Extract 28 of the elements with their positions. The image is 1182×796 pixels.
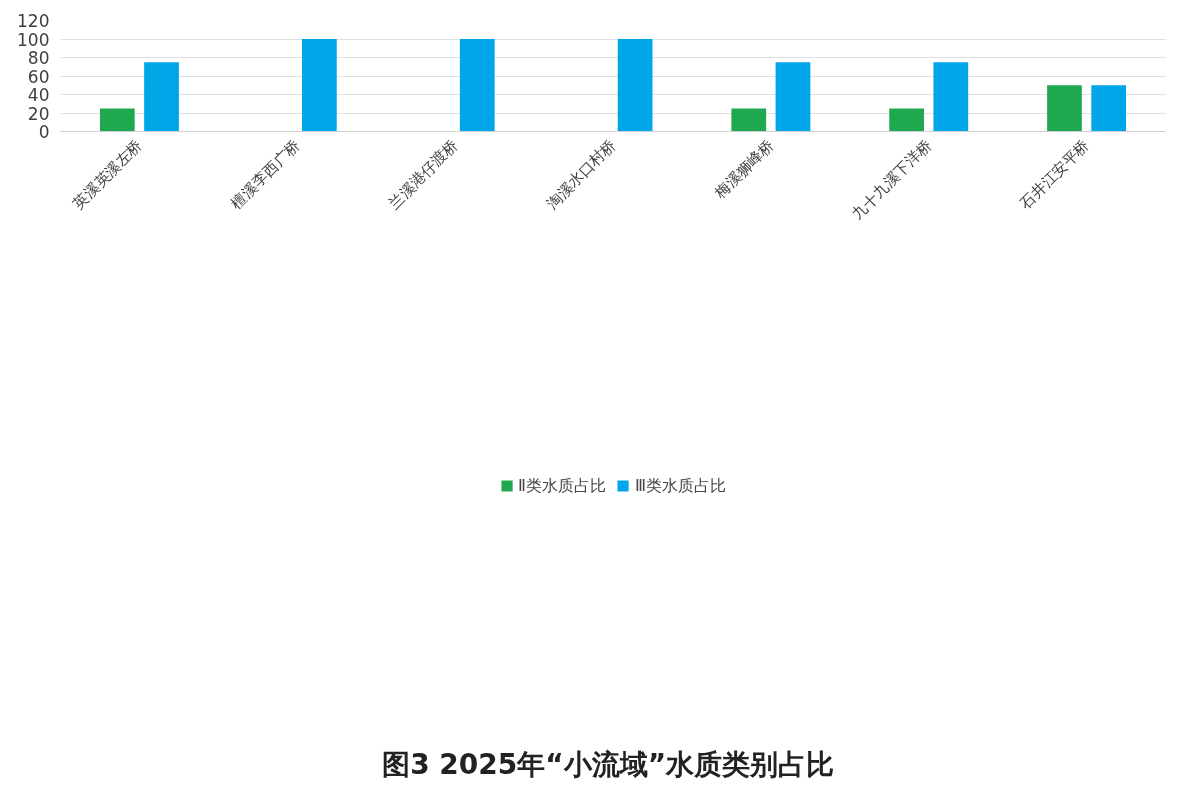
y-tick-label: 120 (17, 11, 50, 31)
x-tick-label: 兰溪港仔渡桥 (385, 136, 462, 213)
y-tick-label: 0 (38, 122, 50, 142)
x-tick-label: 九十九溪下洋桥 (848, 136, 936, 224)
y-tick-label: 20 (27, 103, 50, 124)
bar (1047, 85, 1082, 132)
bar (459, 39, 495, 132)
y-tick-label: 40 (27, 85, 50, 105)
x-tick-label: 英溪英溪左桥 (69, 136, 146, 213)
bar (302, 39, 337, 132)
bar (889, 108, 924, 132)
y-tick-label: 60 (27, 66, 50, 87)
bar (617, 39, 653, 132)
x-tick-label: 淘溪水口村桥 (543, 136, 620, 213)
legend-label: Ⅲ类水质占比 (634, 475, 726, 497)
bar (775, 62, 811, 132)
bar (1091, 85, 1127, 132)
text: 图3 2025年“小流域”水质类别占比 (382, 747, 835, 781)
y-tick-label: 100 (17, 29, 50, 50)
legend-label: Ⅱ类水质占比 (518, 475, 606, 497)
x-tick-label: 梅溪狮峰桥 (710, 136, 778, 203)
bar (144, 62, 179, 132)
x-tick-label: 石井江安平桥 (1016, 136, 1093, 213)
x-tick-label: 檀溪李西广桥 (227, 136, 304, 213)
bar (99, 108, 135, 132)
bar (731, 108, 767, 132)
y-tick-label: 80 (27, 48, 50, 68)
bar (933, 62, 969, 132)
